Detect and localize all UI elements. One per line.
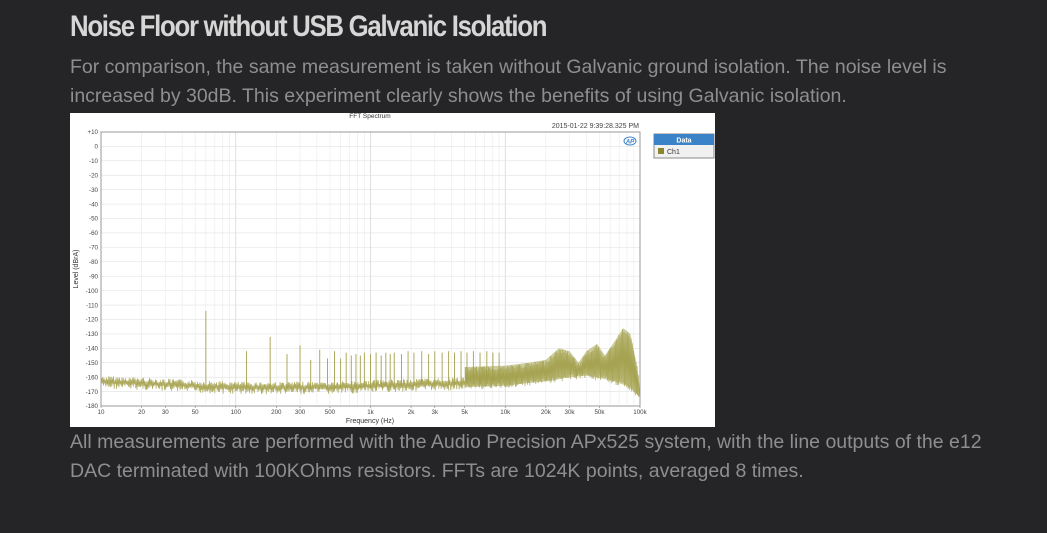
y-tick-label: -180 <box>86 403 99 410</box>
methods-line-2: DAC terminated with 100KOhms resistors. … <box>70 460 804 482</box>
x-tick-label: 100 <box>231 409 242 416</box>
x-tick-label: 50k <box>594 409 605 416</box>
chart-title: FFT Spectrum <box>349 113 390 120</box>
y-tick-label: -40 <box>89 201 99 208</box>
ap-logo: AP <box>623 136 637 146</box>
legend-swatch <box>658 148 664 154</box>
y-tick-label: -110 <box>86 302 98 309</box>
y-tick-label: -100 <box>86 288 99 295</box>
x-tick-label: 1k <box>367 409 374 416</box>
chart-timestamp: 2015-01-22 9:39:28.325 PM <box>552 123 639 130</box>
legend-entry-ch1: Ch1 <box>667 149 680 156</box>
intro-line-1: For comparison, the same measurement is … <box>70 56 947 78</box>
methods-line-1: All measurements are performed with the … <box>70 431 982 453</box>
y-tick-label: -20 <box>89 172 99 179</box>
x-tick-label: 10 <box>98 409 105 416</box>
y-tick-label: -140 <box>86 346 99 353</box>
x-tick-label: 50 <box>192 409 199 416</box>
y-tick-label: -150 <box>86 360 99 367</box>
legend-header: Data <box>676 138 691 145</box>
legend-header-bg <box>654 134 714 145</box>
y-tick-label: 0 <box>95 144 99 151</box>
fft-spectrum-chart: +10 0 -10 -20 -30 -40 -50 -60 -70 -80 -90 -100 -110 -… <box>70 113 715 427</box>
y-tick-label: -160 <box>86 374 99 381</box>
methods-paragraph: All measurements are performed with the … <box>70 428 1030 486</box>
x-tick-label: 10k <box>500 409 511 416</box>
y-tick-label: +10 <box>88 129 99 136</box>
y-tick-label: -50 <box>89 216 99 223</box>
svg-text:AP: AP <box>625 140 635 146</box>
x-tick-label: 200 <box>271 409 282 416</box>
y-tick-label: -60 <box>89 230 99 237</box>
x-tick-label: 100k <box>633 409 647 416</box>
y-tick-label: -80 <box>89 259 99 266</box>
y-tick-label: -70 <box>89 245 99 252</box>
y-tick-label: -30 <box>89 187 99 194</box>
y-tick-label: -90 <box>89 273 99 280</box>
y-tick-label: -10 <box>89 158 99 165</box>
x-tick-label: 30k <box>565 409 576 416</box>
x-tick-label: 20k <box>541 409 552 416</box>
y-axis-label: Level (dBrA) <box>73 250 80 289</box>
y-tick-label: -170 <box>86 389 99 396</box>
plot-frame <box>100 131 641 407</box>
x-tick-label: 500 <box>325 409 336 416</box>
x-tick-label: 30 <box>162 409 169 416</box>
y-tick-label: -120 <box>86 317 99 324</box>
section-heading: Noise Floor without USB Galvanic Isolati… <box>70 10 548 43</box>
y-tick-label: -130 <box>86 331 99 338</box>
ch1-hf-noise-band <box>464 328 640 398</box>
intro-paragraph: For comparison, the same measurement is … <box>70 53 1030 111</box>
intro-line-2: increased by 30dB. This experiment clear… <box>70 85 847 107</box>
chart-svg: +10 0 -10 -20 -30 -40 -50 -60 -70 -80 -90 -100 -110 -… <box>73 113 715 425</box>
x-tick-label: 300 <box>295 409 306 416</box>
x-tick-label: 3k <box>432 409 439 416</box>
chart-legend: Data Ch1 <box>653 133 715 159</box>
x-tick-label: 5k <box>461 409 468 416</box>
x-tick-label: 20 <box>138 409 145 416</box>
x-tick-label: 2k <box>408 409 415 416</box>
ch1-noise-trace <box>100 329 641 400</box>
x-axis-label: Frequency (Hz) <box>346 418 394 425</box>
